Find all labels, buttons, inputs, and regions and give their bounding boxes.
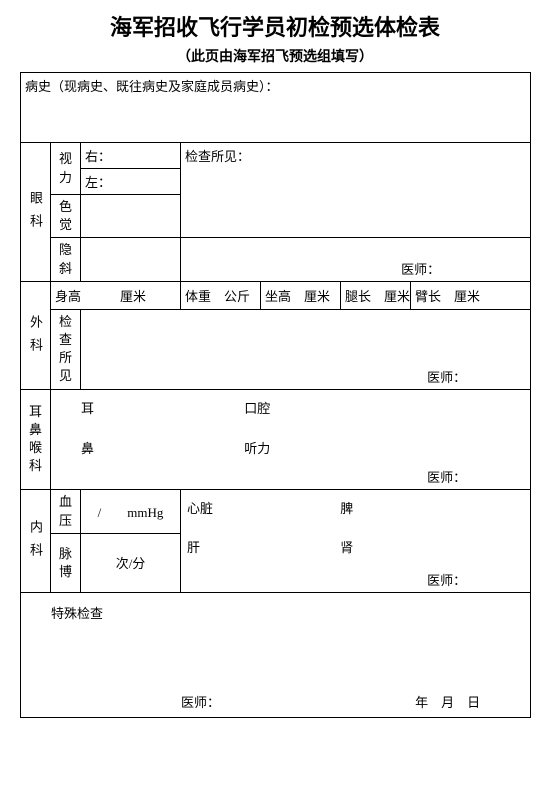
history-label: 病史（现病史、既往病史及家庭成员病史）： [25,79,279,94]
color-value [81,195,181,238]
heart-spleen: 心脏 脾 [181,490,531,534]
surgery-section: 外科 [21,281,51,389]
medical-form: 病史（现病史、既往病史及家庭成员病史）： 眼科 视力 右： 检查所见： 左： 色… [20,72,531,718]
vision-label: 视力 [51,143,81,195]
internal-section: 内科 [21,490,51,593]
arm-cell: 臂长 厘米 [411,281,531,309]
bp-value: / mmHg [81,490,181,534]
strabismus-value [81,238,181,281]
history-cell: 病史（现病史、既往病史及家庭成员病史）： [21,73,531,143]
liver-kidney: 肝 肾 医师： [181,534,531,593]
footer-doctor: 医师： [181,692,220,711]
ent-section: 耳鼻喉科 [21,389,51,490]
surgery-findings: 医师： [81,309,531,389]
vision-right: 右： [81,143,181,169]
special-exam: 特殊检查 医师： 年 月 日 [21,592,531,717]
leg-cell: 腿长 厘米 [341,281,411,309]
ent-row2: 鼻 听力 医师： [51,435,531,490]
bp-label: 血压 [51,490,81,534]
pulse-label: 脉博 [51,534,81,593]
strabismus-label: 隐斜 [51,238,81,281]
vision-left: 左： [81,169,181,195]
page-subtitle: （此页由海军招飞预选组填写） [20,46,530,66]
height-cell: 身高 厘米 [51,281,181,309]
color-label: 色觉 [51,195,81,238]
eye-section: 眼科 [21,143,51,282]
sit-height-cell: 坐高 厘米 [261,281,341,309]
pulse-value: 次/分 [81,534,181,593]
weight-cell: 体重 公斤 [181,281,261,309]
eye-doctor: 医师： [181,238,531,281]
page-title: 海军招收飞行学员初检预选体检表 [20,10,530,42]
footer-date: 年 月 日 [415,692,480,711]
surgery-findings-label: 检查所见 [51,309,81,389]
eye-findings: 检查所见： [181,143,531,238]
ent-row1: 耳 口腔 [51,389,531,435]
